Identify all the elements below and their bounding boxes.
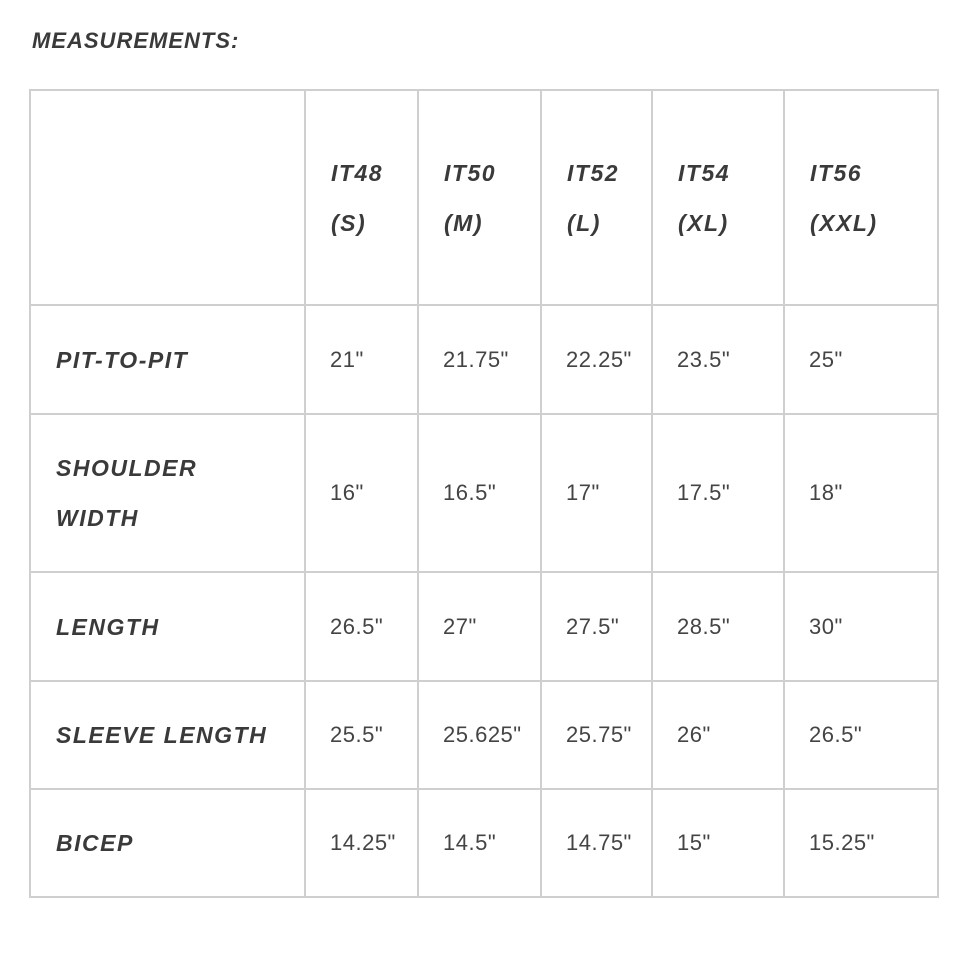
row-label-line: BICEP bbox=[56, 830, 134, 856]
table-row: SLEEVE LENGTH 25.5" 25.625" 25.75" 26" 26.5" bbox=[29, 680, 939, 790]
measurement-cell: 30" bbox=[783, 571, 939, 682]
measurement-cell: 25" bbox=[783, 304, 939, 415]
size-code: IT48 bbox=[331, 159, 384, 186]
measurement-cell: 16" bbox=[304, 413, 419, 573]
row-label: SHOULDER WIDTH bbox=[29, 413, 306, 573]
measurement-cell: 27.5" bbox=[540, 571, 653, 682]
row-label: SLEEVE LENGTH bbox=[29, 680, 306, 790]
measurement-cell: 15.25" bbox=[783, 788, 939, 898]
row-label-line: SHOULDER bbox=[56, 455, 198, 481]
measurement-cell: 26.5" bbox=[304, 571, 419, 682]
column-header: IT48 (S) bbox=[304, 89, 419, 306]
measurement-cell: 18" bbox=[783, 413, 939, 573]
measurement-cell: 14.5" bbox=[417, 788, 542, 898]
table-row: PIT-TO-PIT 21" 21.75" 22.25" 23.5" 25" bbox=[29, 304, 939, 415]
measurement-cell: 17" bbox=[540, 413, 653, 573]
measurement-cell: 21" bbox=[304, 304, 419, 415]
column-header: IT56 (XXL) bbox=[783, 89, 939, 306]
corner-cell bbox=[29, 89, 306, 306]
table-row: SHOULDER WIDTH 16" 16.5" 17" 17.5" 18" bbox=[29, 413, 939, 573]
header-row: IT48 (S) IT50 (M) IT52 (L) IT54 (XL) IT56 (XX… bbox=[29, 89, 939, 306]
row-label-line: SLEEVE LENGTH bbox=[56, 722, 268, 748]
column-header: IT52 (L) bbox=[540, 89, 653, 306]
size-code: IT50 bbox=[444, 159, 497, 186]
measurement-cell: 25.75" bbox=[540, 680, 653, 790]
row-label-line: WIDTH bbox=[56, 505, 139, 531]
measurement-cell: 15" bbox=[651, 788, 785, 898]
column-header: IT54 (XL) bbox=[651, 89, 785, 306]
measurement-cell: 25.5" bbox=[304, 680, 419, 790]
row-label: PIT-TO-PIT bbox=[29, 304, 306, 415]
size-letter: (XXL) bbox=[810, 209, 878, 236]
size-letter: (M) bbox=[444, 209, 483, 236]
measurement-cell: 23.5" bbox=[651, 304, 785, 415]
row-label: LENGTH bbox=[29, 571, 306, 682]
measurements-table: IT48 (S) IT50 (M) IT52 (L) IT54 (XL) IT56 (XX… bbox=[29, 89, 939, 898]
column-header: IT50 (M) bbox=[417, 89, 542, 306]
row-label-line: LENGTH bbox=[56, 613, 160, 640]
size-code: IT56 bbox=[810, 159, 863, 186]
row-label: BICEP bbox=[29, 788, 306, 898]
table-row: LENGTH 26.5" 27" 27.5" 28.5" 30" bbox=[29, 571, 939, 682]
measurement-cell: 21.75" bbox=[417, 304, 542, 415]
section-title: MEASUREMENTS: bbox=[32, 28, 240, 53]
measurement-cell: 16.5" bbox=[417, 413, 542, 573]
size-letter: (S) bbox=[331, 209, 367, 236]
measurement-cell: 27" bbox=[417, 571, 542, 682]
measurement-cell: 22.25" bbox=[540, 304, 653, 415]
row-label-line: PIT-TO-PIT bbox=[56, 346, 189, 373]
measurement-cell: 26" bbox=[651, 680, 785, 790]
measurement-cell: 25.625" bbox=[417, 680, 542, 790]
size-code: IT52 bbox=[567, 159, 620, 186]
measurement-cell: 17.5" bbox=[651, 413, 785, 573]
size-code: IT54 bbox=[678, 159, 731, 186]
measurement-cell: 14.25" bbox=[304, 788, 419, 898]
table-row: BICEP 14.25" 14.5" 14.75" 15" 15.25" bbox=[29, 788, 939, 898]
size-letter: (XL) bbox=[678, 209, 729, 236]
size-letter: (L) bbox=[567, 209, 601, 236]
measurement-cell: 28.5" bbox=[651, 571, 785, 682]
measurement-cell: 14.75" bbox=[540, 788, 653, 898]
measurement-cell: 26.5" bbox=[783, 680, 939, 790]
